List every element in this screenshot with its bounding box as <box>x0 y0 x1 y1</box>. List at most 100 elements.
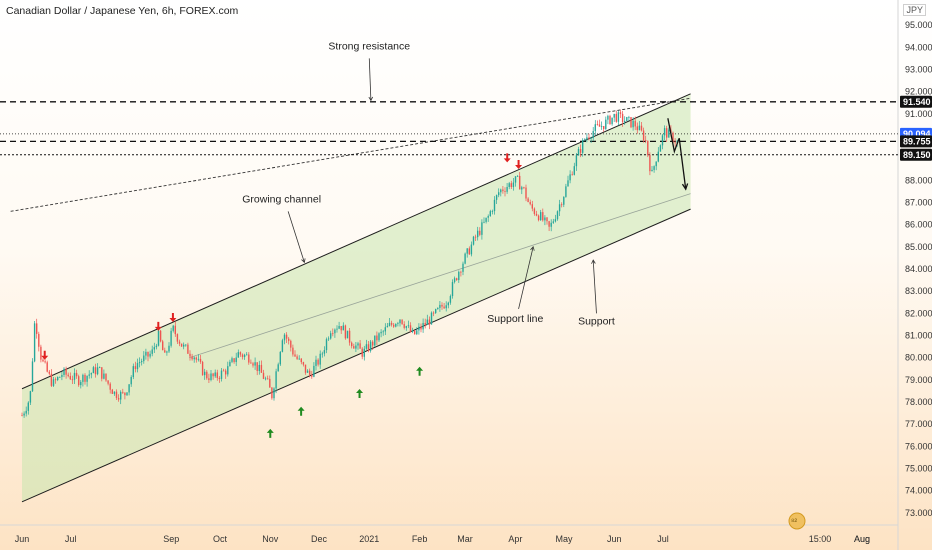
candle-body <box>384 327 386 332</box>
candle-body <box>439 304 441 308</box>
y-tick-label: 77.000 <box>905 419 932 429</box>
candle-body <box>632 120 634 128</box>
candle-body <box>141 361 143 363</box>
candle-body <box>122 391 124 393</box>
y-tick-label: 88.000 <box>905 175 932 185</box>
candle-body <box>42 359 44 362</box>
candle-body <box>294 354 296 357</box>
candle-body <box>147 351 149 357</box>
candle-body <box>636 126 638 131</box>
candle-body <box>132 366 134 378</box>
candle-body <box>411 330 414 332</box>
candle-body <box>189 353 191 357</box>
candle-body <box>600 126 603 127</box>
up-arrow-icon <box>356 388 364 398</box>
candle-body <box>267 378 269 380</box>
candle-body <box>609 115 611 125</box>
candle-body <box>470 244 473 255</box>
y-tick-label: 75.000 <box>905 464 932 474</box>
candle-body <box>567 180 569 187</box>
candle-body <box>397 323 399 325</box>
candle-body <box>313 365 315 377</box>
candle-body <box>611 117 613 125</box>
candle-body <box>447 302 449 306</box>
candle-body <box>487 216 489 218</box>
candle-body <box>145 351 147 356</box>
candle-body <box>416 330 418 335</box>
candle-body <box>649 155 651 172</box>
candle-body <box>380 331 382 334</box>
y-tick-label: 81.000 <box>905 331 932 341</box>
candle-body <box>73 372 76 380</box>
candle-body <box>537 215 540 221</box>
annotation-pointer <box>287 211 305 263</box>
candle-body <box>527 198 529 203</box>
y-tick-label: 84.000 <box>905 264 932 274</box>
x-tick-label: Mar <box>457 534 473 544</box>
candle-body <box>250 362 252 364</box>
candle-body <box>353 346 355 349</box>
candle-body <box>342 325 344 331</box>
x-tick-label: Jul <box>65 534 77 544</box>
candle-body <box>52 379 55 386</box>
candle-body <box>550 222 552 227</box>
candle-body <box>336 328 338 330</box>
candle-body <box>542 212 544 221</box>
candle-body <box>588 137 590 139</box>
candle-body <box>355 345 357 349</box>
candle-body <box>502 189 504 192</box>
candle-body <box>395 324 397 327</box>
candle-body <box>86 375 88 382</box>
candle-body <box>626 117 628 121</box>
candle-body <box>571 174 573 176</box>
x-tick-label: Feb <box>412 534 428 544</box>
candle-body <box>409 325 412 332</box>
candle-body <box>109 383 111 390</box>
candle-body <box>101 367 103 379</box>
candle-body <box>584 139 586 141</box>
candle-body <box>365 344 368 349</box>
candle-body <box>344 325 347 339</box>
candle-body <box>107 380 109 384</box>
annotation-pointer <box>368 58 372 101</box>
candle-body <box>443 306 445 309</box>
candle-body <box>159 330 162 342</box>
candle-body <box>428 319 431 325</box>
candle-body <box>456 278 458 281</box>
candle-body <box>315 359 317 366</box>
candle-body <box>191 356 193 360</box>
candle-body <box>563 196 565 205</box>
candle-body <box>44 361 46 363</box>
candle-body <box>386 325 389 328</box>
candle-body <box>134 366 137 370</box>
candle-body <box>206 371 208 379</box>
candle-body <box>565 186 567 197</box>
candle-body <box>556 211 559 220</box>
candle-body <box>554 219 557 222</box>
candle-body <box>573 166 575 175</box>
candle-body <box>430 312 433 325</box>
candle-body <box>113 391 116 394</box>
candle-body <box>590 138 592 139</box>
candle-body <box>491 211 494 212</box>
candle-body <box>275 371 277 389</box>
candle-body <box>258 364 260 371</box>
candle-body <box>466 248 468 254</box>
currency-badge[interactable]: JPY <box>903 4 926 16</box>
x-tick-label: Jun <box>607 534 622 544</box>
candle-body <box>485 217 487 222</box>
annotation-pointer <box>592 260 597 314</box>
candle-body <box>229 361 231 367</box>
candle-body <box>92 367 95 374</box>
annotation-arrowhead-icon <box>591 259 596 264</box>
candle-body <box>241 354 244 357</box>
candle-body <box>222 370 225 372</box>
x-tick-label: Dec <box>311 534 328 544</box>
candle-body <box>519 175 521 190</box>
price-level-tag-label: 91.540 <box>903 97 931 107</box>
candle-body <box>174 325 176 335</box>
candle-body <box>67 374 69 377</box>
candle-body <box>201 361 204 376</box>
